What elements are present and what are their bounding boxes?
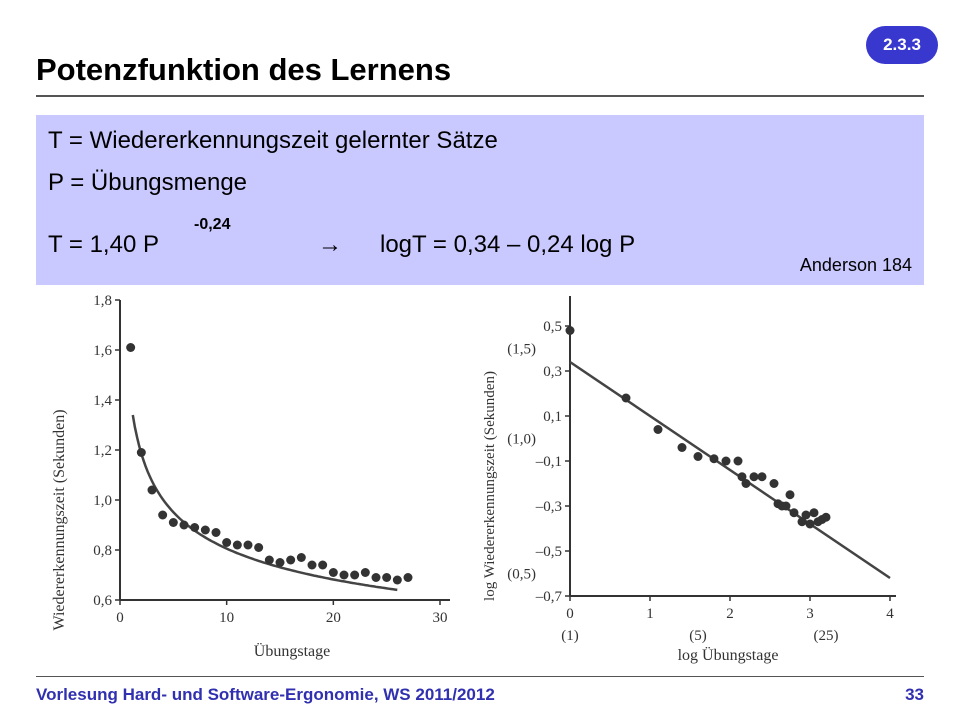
data-point: [769, 479, 779, 488]
fitted-curve: [131, 414, 398, 592]
y-tick-label: 0,3: [543, 364, 562, 380]
data-point: [136, 448, 146, 457]
data-point: [318, 560, 328, 570]
data-point: [179, 520, 189, 530]
data-point: [296, 553, 306, 562]
y-tick-label: 1,8: [93, 293, 112, 309]
x-tick-label: 1: [646, 606, 654, 622]
data-point: [222, 538, 232, 547]
data-point: [190, 523, 200, 532]
data-point: [168, 518, 178, 527]
data-point: [264, 555, 274, 565]
y-tick-label: –0,1: [535, 454, 562, 470]
formula-log: logT = 0,34 – 0,24 log P: [380, 231, 636, 258]
formula-power: T = 1,40 P: [48, 231, 159, 258]
data-point: [565, 326, 575, 335]
data-point: [709, 454, 719, 464]
data-point: [785, 490, 795, 500]
y-tick-label: 0,8: [93, 543, 112, 559]
x-axis-label: log Übungstage: [678, 646, 779, 664]
data-point: [809, 508, 819, 518]
footer-course: Vorlesung Hard- und Software-Ergonomie, …: [36, 685, 495, 704]
source-citation: Anderson 184: [799, 255, 912, 275]
data-point: [797, 517, 807, 527]
data-point: [737, 472, 747, 482]
y-tick-secondary: (1,5): [507, 342, 536, 358]
slide-title: Potenzfunktion des Lernens: [36, 52, 452, 87]
data-point: [693, 452, 703, 461]
data-point: [126, 343, 136, 352]
data-point: [741, 479, 751, 488]
data-point: [653, 425, 663, 434]
y-tick-label: –0,3: [535, 499, 562, 515]
x-tick-label: 30: [433, 610, 448, 626]
page-number: 33: [905, 685, 924, 704]
y-tick-label: 1,2: [93, 443, 112, 459]
data-point: [254, 543, 264, 552]
x-tick-secondary: (5): [689, 628, 707, 644]
footer-divider: [36, 676, 924, 677]
formula-exponent: -0,24: [194, 216, 231, 233]
data-point: [805, 519, 815, 529]
data-point: [392, 575, 402, 585]
data-point: [677, 443, 687, 452]
data-point: [721, 456, 731, 466]
y-axis-label: log Wiedererkennungszeit (Sekunden): [482, 371, 498, 601]
y-tick-label: 0,6: [93, 593, 112, 609]
data-point: [147, 485, 157, 495]
slide-badge: 2.3.3: [866, 26, 938, 64]
x-tick-label: 3: [806, 606, 814, 622]
data-point: [749, 472, 759, 482]
y-tick-label: 0,1: [543, 409, 562, 425]
x-axis-label: Übungstage: [254, 642, 330, 660]
x-tick-label: 20: [326, 610, 341, 626]
definition-t: T = Wiedererkennungszeit gelernter Sätze: [48, 127, 498, 154]
data-point: [821, 512, 831, 522]
data-point: [789, 508, 799, 518]
data-point: [757, 472, 767, 482]
y-tick-label: 1,6: [93, 343, 112, 359]
data-point: [286, 555, 296, 565]
data-point: [733, 456, 743, 466]
y-tick-label: –0,5: [535, 544, 562, 560]
data-point: [360, 568, 370, 577]
data-point: [275, 558, 285, 567]
power-law-chart: 0,6 0,8 1,0 1,2 1,4 1,6 1,8 0 10 20 30 Wiedererken…: [51, 293, 450, 660]
data-point: [243, 540, 253, 550]
y-tick-label: 0,5: [543, 319, 562, 335]
x-tick-label: 4: [886, 606, 894, 622]
data-point: [158, 510, 168, 520]
info-box: T = Wiedererkennungszeit gelernter Sätze…: [36, 115, 924, 285]
data-point: [232, 540, 242, 550]
y-tick-secondary: (1,0): [507, 432, 536, 448]
definition-p: P = Übungsmenge: [48, 169, 248, 196]
y-tick-label: –0,7: [535, 589, 563, 605]
y-axis-label: Wiedererkennungszeit (Sekunden): [51, 409, 68, 630]
y-tick-label: 1,4: [93, 393, 112, 409]
data-point: [621, 393, 631, 403]
y-tick-secondary: (0,5): [507, 567, 536, 583]
data-point: [403, 573, 413, 582]
data-point: [371, 573, 381, 582]
x-tick-secondary: (1): [561, 628, 579, 644]
data-point: [307, 560, 317, 570]
x-tick-label: 0: [116, 610, 124, 626]
data-point: [382, 573, 392, 582]
data-point: [211, 528, 221, 537]
data-point: [339, 570, 349, 580]
y-tick-label: 1,0: [93, 493, 112, 509]
data-point: [200, 525, 210, 535]
data-point: [350, 570, 360, 580]
arrow-icon: →: [318, 231, 342, 258]
x-tick-label: 0: [566, 606, 574, 622]
log-log-chart: 0,5 0,3 0,1 –0,1 –0,3 –0,5 –0,7 (1,5) (1,0) (0,5)…: [482, 296, 896, 664]
regression-line: [569, 360, 891, 580]
data-point: [328, 568, 338, 577]
x-tick-label: 2: [726, 606, 734, 622]
data-point: [801, 510, 811, 520]
x-tick-secondary: (25): [814, 628, 839, 644]
title-divider: [36, 95, 924, 97]
x-tick-label: 10: [219, 610, 234, 626]
data-point: [781, 501, 791, 511]
